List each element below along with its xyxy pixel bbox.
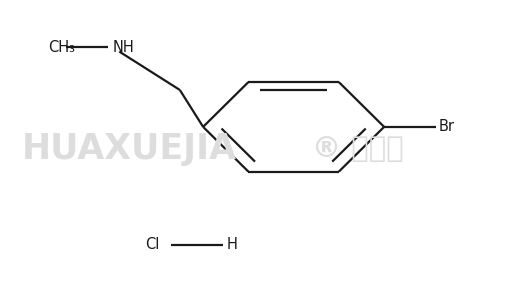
Text: Cl: Cl — [145, 238, 159, 252]
Text: CH₃: CH₃ — [48, 40, 75, 55]
Text: NH: NH — [113, 40, 134, 55]
Text: Br: Br — [438, 119, 454, 134]
Text: H: H — [226, 238, 237, 252]
Text: ® 化学加: ® 化学加 — [311, 135, 404, 163]
Text: HUAXUEJIA: HUAXUEJIA — [22, 132, 237, 166]
